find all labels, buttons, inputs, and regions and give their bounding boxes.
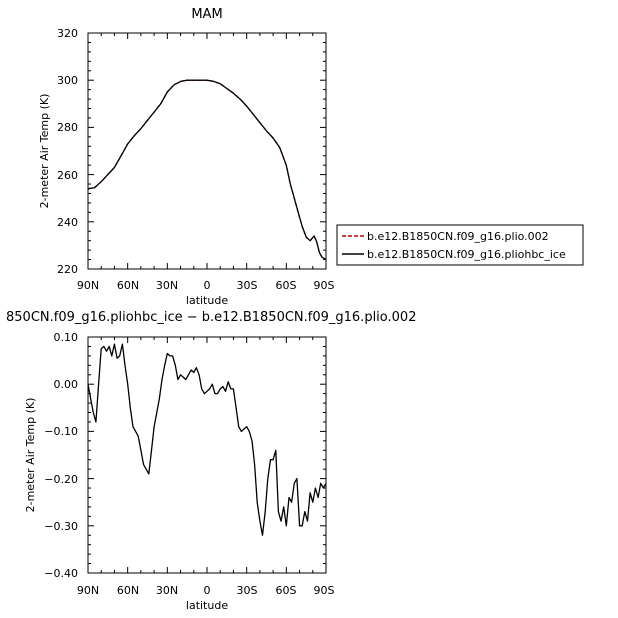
chart-bottom: 850CN.f09_g16.pliohbc_ice − b.e12.B1850C…	[6, 310, 416, 612]
chart-bottom-title: 850CN.f09_g16.pliohbc_ice − b.e12.B1850C…	[6, 310, 416, 325]
x-tick-label: 0	[204, 584, 211, 597]
x-tick-label: 0	[204, 279, 211, 292]
chart-top-y-axis-label: 2-meter Air Temp (K)	[38, 94, 51, 209]
y-tick-label: 0.10	[54, 331, 79, 344]
chart-bottom-x-tick-labels: 90N 60N 30N 0 30S 60S 90S	[77, 584, 335, 597]
x-tick-label: 60S	[276, 279, 297, 292]
chart-bottom-ticks	[87, 336, 327, 574]
x-tick-label: 30S	[237, 584, 258, 597]
chart-top: MAM 90N 60N 30N 0 30S 60S 90S 220 240 26…	[38, 7, 335, 307]
x-tick-label: 30N	[156, 584, 178, 597]
y-tick-label: −0.40	[44, 567, 78, 580]
x-tick-label: 60N	[117, 279, 139, 292]
y-tick-label: −0.10	[44, 425, 78, 438]
x-tick-label: 90N	[77, 279, 99, 292]
x-tick-label: 90N	[77, 584, 99, 597]
legend-label-pliohbc: b.e12.B1850CN.f09_g16.pliohbc_ice	[367, 248, 566, 261]
y-tick-label: 300	[57, 74, 78, 87]
y-tick-label: 0.00	[54, 378, 79, 391]
chart-top-series-line-1	[87, 79, 327, 261]
legend-box	[336, 224, 584, 266]
y-tick-label: 240	[57, 216, 78, 229]
y-tick-label: 320	[57, 27, 78, 40]
chart-top-series-line-0	[87, 79, 327, 261]
chart-bottom-plot-frame	[87, 336, 327, 574]
chart-bottom-y-tick-labels: −0.40 −0.30 −0.20 −0.10 0.00 0.10	[44, 331, 78, 580]
chart-top-y-tick-labels: 220 240 260 280 300 320	[57, 27, 78, 276]
x-tick-label: 60S	[276, 584, 297, 597]
chart-top-x-tick-labels: 90N 60N 30N 0 30S 60S 90S	[77, 279, 335, 292]
chart-bottom-series	[87, 343, 327, 536]
legend: b.e12.B1850CN.f09_g16.plio.002 b.e12.B18…	[336, 224, 584, 266]
chart-bottom-series-line-0	[87, 343, 327, 536]
x-tick-label: 90S	[314, 279, 335, 292]
x-tick-label: 60N	[117, 584, 139, 597]
x-tick-label: 90S	[314, 584, 335, 597]
y-tick-label: −0.30	[44, 520, 78, 533]
x-tick-label: 30N	[156, 279, 178, 292]
chart-bottom-x-axis-label: latitude	[186, 599, 228, 612]
y-tick-label: 260	[57, 169, 78, 182]
x-tick-label: 30S	[237, 279, 258, 292]
legend-label-plio: b.e12.B1850CN.f09_g16.plio.002	[367, 230, 549, 243]
chart-top-series	[87, 79, 327, 261]
chart-top-title: MAM	[191, 7, 222, 22]
chart-bottom-y-axis-label: 2-meter Air Temp (K)	[24, 398, 37, 513]
y-tick-label: 220	[57, 263, 78, 276]
y-tick-label: 280	[57, 121, 78, 134]
y-tick-label: −0.20	[44, 473, 78, 486]
chart-top-ticks	[87, 32, 327, 270]
chart-top-x-axis-label: latitude	[186, 294, 228, 307]
